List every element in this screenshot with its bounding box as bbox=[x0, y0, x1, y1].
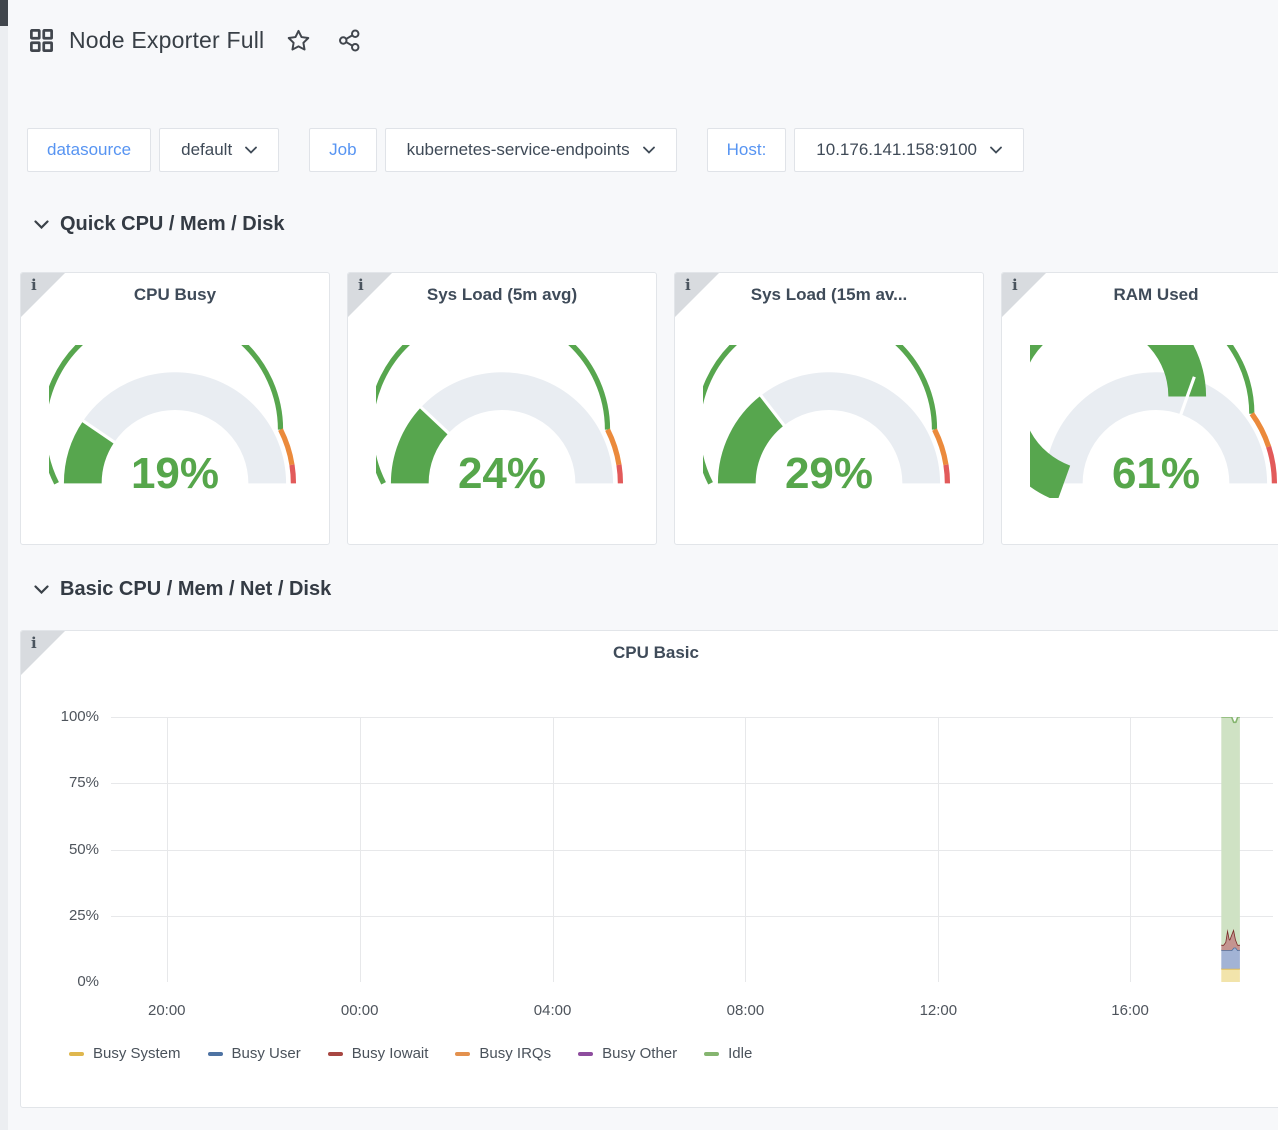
legend-item-busy-other[interactable]: Busy Other bbox=[578, 1045, 677, 1062]
legend-item-idle[interactable]: Idle bbox=[704, 1045, 752, 1062]
gauge-panel: i RAM Used 61% bbox=[1001, 272, 1278, 545]
gauge: 61% bbox=[1030, 345, 1278, 501]
gauge-value: 61% bbox=[1111, 449, 1201, 498]
variable-label: datasource bbox=[27, 128, 152, 172]
plot-canvas bbox=[111, 716, 1273, 983]
chevron-down-icon bbox=[34, 585, 49, 594]
legend-color-dash bbox=[578, 1051, 594, 1056]
variable-dropdown[interactable]: 10.176.141.158:9100 bbox=[794, 128, 1025, 172]
template-variables-row: datasource default Job kubernetes-service-e… bbox=[27, 128, 1025, 172]
chevron-down-icon bbox=[990, 146, 1002, 154]
info-icon[interactable]: i bbox=[685, 276, 691, 294]
info-icon[interactable]: i bbox=[31, 276, 37, 294]
x-tick-label: 12:00 bbox=[919, 1002, 958, 1019]
cpu-basic-panel: i CPU Basic 0% 25% 50% 75% 100% 20:00 00:00 04… bbox=[20, 630, 1278, 1108]
cpu-basic-plot bbox=[111, 716, 1273, 983]
x-tick-label: 04:00 bbox=[533, 1002, 572, 1019]
legend-item-busy-system[interactable]: Busy System bbox=[69, 1045, 181, 1062]
gauge: 29% bbox=[703, 345, 955, 501]
legend-label: Idle bbox=[728, 1045, 753, 1062]
panel-title[interactable]: CPU Basic bbox=[613, 643, 699, 662]
section-title: Quick CPU / Mem / Disk bbox=[60, 213, 285, 235]
variable-group-job: Job kubernetes-service-endpoints bbox=[309, 128, 677, 172]
panel-title[interactable]: Sys Load (15m av... bbox=[750, 285, 908, 304]
legend-label: Busy Other bbox=[602, 1045, 678, 1062]
y-tick-label: 50% bbox=[68, 840, 99, 858]
panel-info-corner[interactable] bbox=[1002, 273, 1046, 317]
chevron-down-icon bbox=[642, 146, 655, 154]
panel-title[interactable]: CPU Busy bbox=[133, 285, 217, 304]
x-tick-label: 08:00 bbox=[726, 1002, 765, 1019]
share-icon[interactable] bbox=[337, 28, 362, 53]
y-tick-label: 75% bbox=[68, 774, 99, 792]
section-basic-cpu-mem-net-disk[interactable]: Basic CPU / Mem / Net / Disk bbox=[34, 578, 331, 601]
info-icon[interactable]: i bbox=[358, 276, 364, 294]
info-icon[interactable]: i bbox=[31, 634, 37, 652]
panel-info-corner[interactable] bbox=[21, 631, 65, 675]
legend-label: Busy IRQs bbox=[479, 1045, 552, 1062]
chevron-down-icon bbox=[245, 146, 258, 154]
legend-color-dash bbox=[327, 1051, 343, 1056]
chart-legend: Busy System Busy User Busy Iowait Busy IRQs… bbox=[69, 1045, 779, 1062]
legend-color-dash bbox=[455, 1051, 471, 1056]
legend-label: Busy User bbox=[231, 1045, 301, 1062]
legend-label: Busy System bbox=[93, 1045, 181, 1062]
gauge-value: 29% bbox=[784, 449, 874, 498]
gauge-panel: i Sys Load (5m avg) 24% bbox=[347, 272, 657, 545]
panel-info-corner[interactable] bbox=[21, 273, 65, 317]
x-tick-label: 16:00 bbox=[1111, 1002, 1149, 1019]
gauge-panel: i Sys Load (15m av... 29% bbox=[674, 272, 984, 545]
variable-group-datasource: datasource default bbox=[27, 128, 280, 172]
gauge: 19% bbox=[49, 345, 301, 501]
y-tick-label: 0% bbox=[77, 973, 99, 990]
legend-item-busy-user[interactable]: Busy User bbox=[207, 1045, 301, 1062]
chevron-down-icon bbox=[34, 220, 49, 229]
variable-dropdown[interactable]: kubernetes-service-endpoints bbox=[384, 128, 677, 172]
legend-color-dash bbox=[704, 1051, 720, 1056]
variable-dropdown[interactable]: default bbox=[159, 128, 280, 172]
legend-item-busy-iowait[interactable]: Busy Iowait bbox=[327, 1045, 429, 1062]
dashboard-header: Node Exporter Full bbox=[28, 27, 362, 54]
variable-group-host: Host: 10.176.141.158:9100 bbox=[706, 128, 1025, 172]
gauge-value: 24% bbox=[457, 449, 547, 498]
legend-item-busy-irqs[interactable]: Busy IRQs bbox=[455, 1045, 551, 1062]
star-icon[interactable] bbox=[286, 28, 311, 53]
gauge-arc bbox=[49, 345, 297, 485]
gauge: 24% bbox=[376, 345, 628, 501]
sidebar-edge bbox=[0, 0, 8, 1130]
section-quick-cpu-mem-disk[interactable]: Quick CPU / Mem / Disk bbox=[34, 213, 285, 236]
variable-label: Job bbox=[309, 128, 377, 172]
dashboard-title: Node Exporter Full bbox=[69, 27, 265, 53]
apps-grid-icon[interactable] bbox=[28, 27, 55, 54]
gauge-value: 19% bbox=[130, 449, 220, 498]
gauge-arc bbox=[703, 345, 951, 485]
variable-label: Host: bbox=[706, 128, 787, 172]
y-tick-label: 100% bbox=[60, 708, 99, 725]
legend-color-dash bbox=[207, 1051, 223, 1056]
legend-color-dash bbox=[69, 1051, 84, 1056]
x-tick-label: 20:00 bbox=[147, 1002, 186, 1019]
gauge-panel: i CPU Busy 19% bbox=[20, 272, 330, 545]
gauge-arc bbox=[376, 345, 624, 485]
panel-title[interactable]: Sys Load (5m avg) bbox=[426, 285, 578, 304]
legend-label: Busy Iowait bbox=[351, 1045, 429, 1062]
y-tick-label: 25% bbox=[68, 906, 99, 924]
gauge-arc bbox=[1030, 345, 1278, 498]
section-title: Basic CPU / Mem / Net / Disk bbox=[60, 578, 332, 600]
x-tick-label: 00:00 bbox=[340, 1002, 379, 1019]
info-icon[interactable]: i bbox=[1012, 276, 1018, 294]
panel-title[interactable]: RAM Used bbox=[1113, 285, 1199, 304]
panel-info-corner[interactable] bbox=[675, 273, 719, 317]
panel-info-corner[interactable] bbox=[348, 273, 392, 317]
sidebar-edge-dark bbox=[0, 0, 8, 26]
